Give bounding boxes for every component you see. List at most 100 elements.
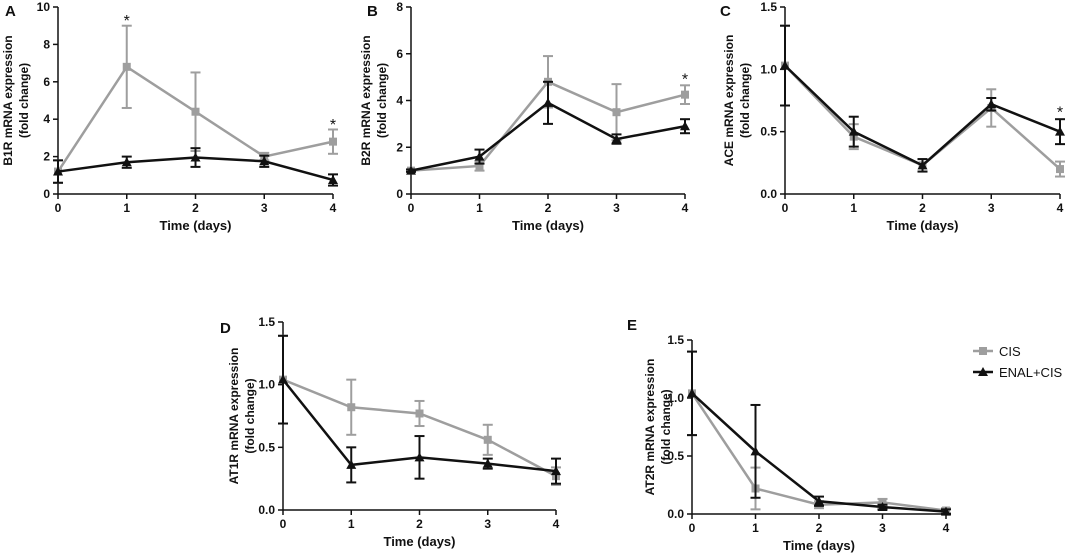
panel-letter: C — [720, 3, 731, 20]
y-axis-title: AT1R mRNA expression — [227, 348, 241, 485]
y-tick-label: 0 — [396, 187, 403, 201]
panel-c: C 0.0 0.5 1.0 1.5 0 1 2 3 4 Time (days) ACE mRNA ex… — [720, 0, 1065, 233]
data-point — [681, 90, 689, 99]
data-point — [122, 62, 131, 71]
y-tick-label: 1.0 — [667, 391, 684, 405]
y-tick-label: 6 — [396, 47, 403, 61]
y-tick-label: 2 — [43, 150, 50, 164]
x-axis-title: Time (days) — [383, 534, 455, 549]
data-point — [941, 506, 951, 516]
x-tick-label: 3 — [484, 517, 491, 531]
data-point — [917, 160, 928, 170]
y-axis-subtitle: (fold change) — [243, 378, 257, 453]
panel-e: E 0.0 0.5 1.0 1.5 0 1 2 3 4 Time (days) AT2R mRNA e… — [627, 317, 951, 553]
panel-b: B 0 2 4 6 8 0 1 2 3 4 Time (days) B2R mRNA expressio… — [359, 0, 690, 233]
legend-marker — [979, 347, 987, 355]
data-point — [414, 452, 425, 462]
y-axis-title: ACE mRNA expression — [722, 35, 736, 167]
x-axis-title: Time (days) — [512, 218, 584, 233]
data-point — [346, 459, 357, 469]
x-tick-label: 4 — [682, 201, 689, 215]
x-tick-label: 3 — [988, 201, 995, 215]
data-point — [877, 502, 888, 512]
data-point — [191, 107, 200, 116]
y-axis-subtitle: (fold change) — [659, 389, 673, 464]
legend-label: CIS — [999, 344, 1021, 359]
x-tick-label: 2 — [816, 521, 823, 535]
x-tick-label: 3 — [879, 521, 886, 535]
y-tick-label: 10 — [37, 0, 51, 14]
panel-letter: A — [5, 3, 16, 20]
series-line — [784, 64, 1061, 171]
x-tick-label: 0 — [689, 521, 696, 535]
significance-star: * — [330, 117, 336, 134]
x-tick-label: 0 — [408, 201, 415, 215]
significance-star: * — [1057, 105, 1063, 122]
series-enal-cis — [53, 147, 338, 187]
x-axis-title: Time (days) — [159, 218, 231, 233]
x-tick-label: 1 — [348, 517, 355, 531]
legend-item: CIS — [973, 344, 1021, 359]
x-tick-label: 4 — [330, 201, 337, 215]
significance-star: * — [124, 13, 130, 30]
y-tick-label: 4 — [396, 94, 403, 108]
data-point — [415, 409, 424, 418]
y-tick-label: 0.0 — [760, 187, 777, 201]
series-enal-cis — [687, 350, 951, 516]
x-tick-label: 1 — [123, 201, 130, 215]
x-tick-label: 3 — [613, 201, 620, 215]
legend-item: ENAL+CIS — [973, 365, 1063, 380]
data-point — [190, 152, 201, 162]
data-point — [1055, 126, 1065, 136]
x-tick-label: 0 — [782, 201, 789, 215]
y-tick-label: 4 — [43, 112, 50, 126]
y-tick-label: 1.5 — [760, 0, 777, 14]
series-cis — [687, 350, 951, 515]
y-tick-label: 0 — [43, 187, 50, 201]
series-line — [784, 64, 1061, 167]
y-tick-label: 6 — [43, 75, 50, 89]
x-tick-label: 4 — [1057, 201, 1064, 215]
y-axis-subtitle: (fold change) — [17, 63, 31, 138]
y-tick-label: 0.0 — [667, 507, 684, 521]
panel-a: A 0 2 4 6 8 10 0 1 2 3 4 Time (days) B1R mRNA express… — [1, 0, 338, 233]
y-axis-subtitle: (fold change) — [375, 63, 389, 138]
data-point — [406, 165, 416, 175]
x-tick-label: 0 — [280, 517, 287, 531]
y-axis-title: AT2R mRNA expression — [643, 359, 657, 496]
legend-label: ENAL+CIS — [999, 365, 1063, 380]
x-tick-label: 2 — [416, 517, 423, 531]
series-enal-cis — [780, 24, 1065, 173]
data-point — [551, 466, 561, 476]
y-tick-label: 8 — [43, 37, 50, 51]
y-tick-label: 1.0 — [258, 378, 275, 392]
data-point — [612, 108, 621, 117]
data-point — [750, 446, 761, 456]
x-tick-label: 2 — [192, 201, 199, 215]
y-tick-label: 0.5 — [667, 449, 684, 463]
legend-marker — [978, 367, 988, 376]
legend: CIS ENAL+CIS — [973, 344, 1063, 380]
data-point — [329, 137, 337, 146]
data-point — [687, 388, 697, 398]
x-axis-title: Time (days) — [886, 218, 958, 233]
data-point — [543, 97, 553, 107]
y-tick-label: 1.5 — [258, 315, 275, 329]
x-tick-label: 3 — [261, 201, 268, 215]
data-point — [328, 174, 338, 184]
data-point — [347, 403, 356, 412]
y-tick-label: 1.5 — [667, 333, 684, 347]
data-point — [482, 458, 493, 468]
panel-letter: E — [627, 317, 637, 334]
y-tick-label: 0.0 — [258, 503, 275, 517]
x-tick-label: 1 — [752, 521, 759, 535]
y-tick-label: 0.5 — [760, 125, 777, 139]
data-point — [780, 60, 790, 70]
data-point — [475, 161, 484, 170]
data-point — [1056, 165, 1064, 174]
data-point — [259, 156, 270, 166]
data-point — [680, 121, 690, 131]
y-tick-label: 8 — [396, 0, 403, 14]
data-point — [121, 157, 132, 167]
panel-letter: D — [220, 320, 231, 337]
